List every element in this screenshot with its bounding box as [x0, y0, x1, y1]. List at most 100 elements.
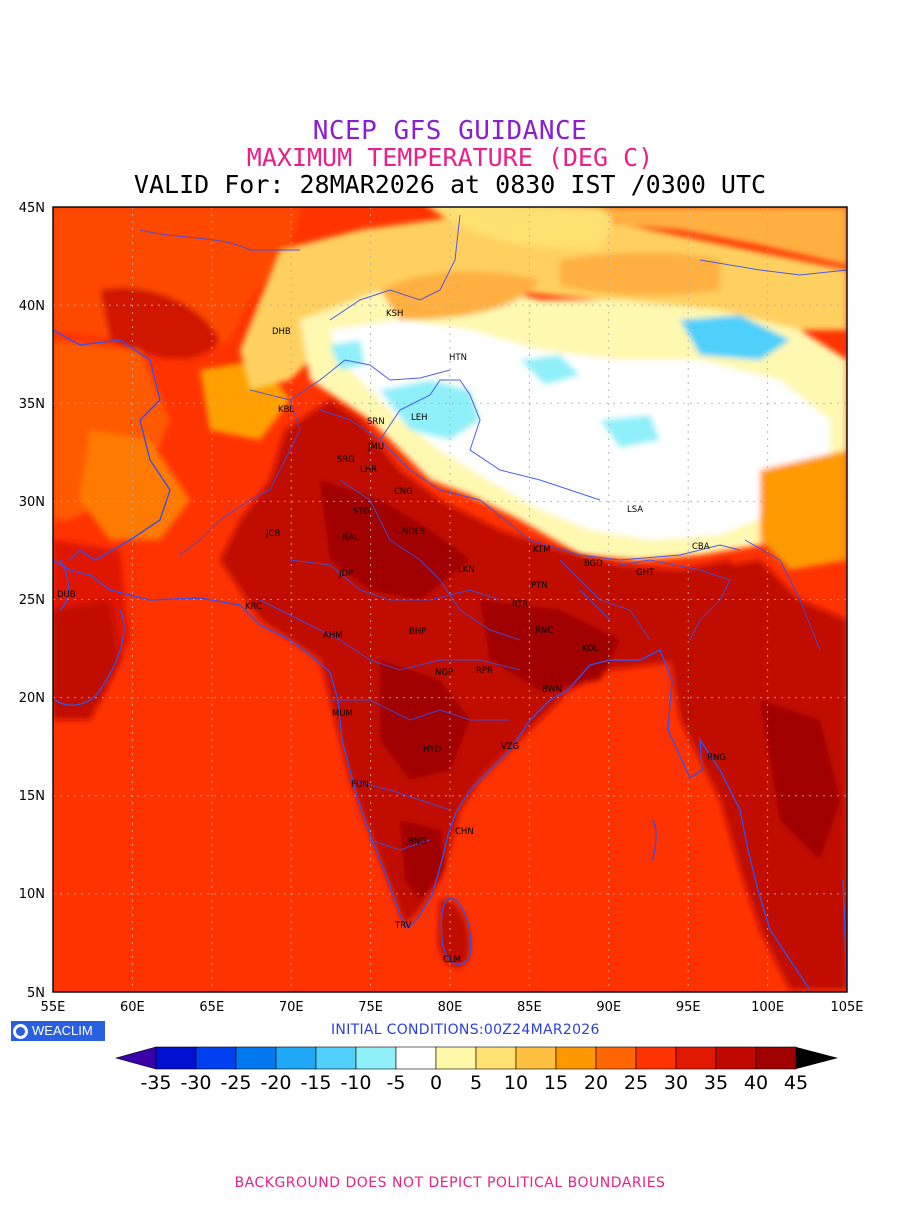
initial-conditions: INITIAL CONDITIONS:00Z24MAR2026 — [331, 1022, 600, 1038]
city-label: LEH — [411, 413, 428, 423]
city-label: JMU — [367, 442, 384, 452]
lon-label: 100E — [751, 1000, 784, 1015]
colorbar-swatch — [315, 1046, 357, 1070]
colorbar-label: 20 — [584, 1072, 608, 1094]
city-label: BGD — [584, 559, 603, 569]
city-label: SRN — [367, 417, 385, 427]
lat-label: 35N — [19, 397, 45, 412]
city-label: VZG — [501, 742, 519, 752]
city-label: CNG — [394, 487, 413, 497]
lon-label: 55E — [41, 1000, 66, 1015]
lon-label: 90E — [596, 1000, 621, 1015]
colorbar-swatch — [635, 1046, 677, 1070]
lat-label: 25N — [19, 593, 45, 608]
city-label: DUB — [57, 590, 76, 600]
city-label: GHT — [636, 568, 655, 578]
city-label: HYD — [423, 745, 442, 755]
colorbar-label: -30 — [180, 1072, 211, 1094]
colorbar-swatch — [355, 1046, 397, 1070]
colorbar-label: 10 — [504, 1072, 528, 1094]
colorbar-swatch — [515, 1046, 557, 1070]
disclaimer-footer: BACKGROUND DOES NOT DEPICT POLITICAL BOU… — [234, 1175, 666, 1191]
colorbar-swatch — [395, 1046, 437, 1070]
colorbar-swatch — [275, 1046, 317, 1070]
lat-label: 10N — [19, 887, 45, 902]
city-label: LHR — [360, 465, 377, 475]
city-label: RNG — [707, 753, 726, 763]
lat-label: 30N — [19, 495, 45, 510]
colorbar-label: -20 — [260, 1072, 291, 1094]
city-label: NAL — [342, 533, 359, 543]
colorbar-swatch — [195, 1046, 237, 1070]
colorbar-label: 5 — [470, 1072, 482, 1094]
city-label: RNC — [535, 626, 553, 636]
logo-text: WEACLIM — [32, 1023, 93, 1038]
lon-label: 70E — [279, 1000, 304, 1015]
lat-label: 5N — [27, 986, 45, 1001]
city-label: HTN — [449, 353, 467, 363]
city-label: KBL — [278, 405, 294, 415]
colorbar-label: 0 — [430, 1072, 442, 1094]
city-labels: KSH DHB HTN KBL SRN LEH JMU SRG LHR CNG … — [57, 309, 726, 965]
city-label: DHB — [272, 327, 291, 337]
colorbar-label: 40 — [744, 1072, 768, 1094]
city-label: RPR — [476, 666, 493, 676]
lon-label: 105E — [830, 1000, 863, 1015]
colorbar-swatch — [435, 1046, 477, 1070]
lat-label: 15N — [19, 789, 45, 804]
city-label: JDP — [338, 569, 353, 579]
lat-label: 20N — [19, 691, 45, 706]
colorbar-swatch — [755, 1046, 797, 1070]
longitude-labels: 55E 60E 65E 70E 75E 80E 85E 90E 95E 100E… — [41, 1000, 864, 1015]
latitude-labels: 45N 40N 35N 30N 25N 20N 15N 10N 5N — [19, 201, 45, 1001]
globe-icon — [13, 1023, 28, 1039]
city-label: PUN — [351, 780, 369, 790]
colorbar-label: 30 — [664, 1072, 688, 1094]
colorbar-swatch — [715, 1046, 757, 1070]
colorbar-swatch — [235, 1046, 277, 1070]
lat-label: 40N — [19, 299, 45, 314]
city-label: MUM — [332, 709, 353, 719]
title-variable: MAXIMUM TEMPERATURE (DEG C) — [246, 143, 654, 172]
admin-boundaries — [139, 214, 847, 851]
lon-label: 85E — [517, 1000, 542, 1015]
colorbar-label: 45 — [784, 1072, 808, 1094]
colorbar-swatch — [595, 1046, 637, 1070]
city-label: KRC — [245, 602, 262, 612]
colorbar-label: 15 — [544, 1072, 568, 1094]
map-frame — [52, 206, 848, 993]
temperature-field — [53, 207, 847, 992]
colorbar-label: 35 — [704, 1072, 728, 1094]
city-label: KTM — [533, 545, 550, 555]
colorbar-label: -35 — [140, 1072, 171, 1094]
city-label: NGP — [435, 668, 453, 678]
city-label: JCB — [265, 529, 280, 539]
city-label: LKN — [458, 565, 475, 575]
colorbar-swatch — [155, 1046, 197, 1070]
lon-label: 60E — [120, 1000, 145, 1015]
colorbar-label: 25 — [624, 1072, 648, 1094]
lon-label: 75E — [358, 1000, 383, 1015]
colorbar-label: -15 — [300, 1072, 331, 1094]
lon-label: 65E — [199, 1000, 224, 1015]
city-label: BWN — [542, 685, 562, 695]
city-label: CHN — [455, 827, 474, 837]
colorbar-label: -10 — [340, 1072, 371, 1094]
city-label: BHP — [409, 627, 426, 637]
lat-label: 45N — [19, 201, 45, 216]
lon-label: 95E — [676, 1000, 701, 1015]
city-label: CBA — [692, 542, 710, 552]
colorbar-low-arrow — [114, 1046, 157, 1070]
city-label: STG — [353, 507, 370, 517]
city-label: AHM — [323, 631, 343, 641]
title-model: NCEP GFS GUIDANCE — [312, 116, 588, 146]
colorbar-label: -25 — [220, 1072, 251, 1094]
city-label: KSH — [386, 309, 403, 319]
city-label: BNG — [408, 837, 427, 847]
colorbar-swatch — [555, 1046, 597, 1070]
coastlines — [53, 329, 847, 991]
city-label: CLM — [443, 955, 461, 965]
title-valid-time: VALID For: 28MAR2026 at 0830 IST /0300 U… — [133, 170, 767, 199]
